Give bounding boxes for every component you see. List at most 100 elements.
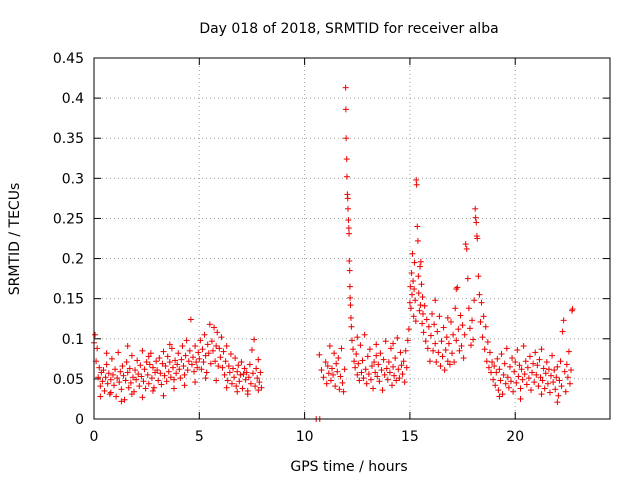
data-point — [474, 235, 481, 242]
data-point — [197, 337, 204, 344]
data-point — [196, 355, 203, 362]
data-point — [205, 350, 212, 357]
tick-labels: 0 0.05 0.1 0.15 0.2 0.25 0.3 0.35 0.4 0.45 0 5 10 15 2… — [53, 51, 524, 445]
data-point — [222, 358, 229, 365]
data-point — [429, 310, 436, 317]
data-point — [327, 377, 334, 384]
data-point — [116, 379, 123, 386]
data-point — [143, 359, 150, 366]
data-point — [252, 383, 259, 390]
data-point — [330, 371, 337, 378]
y-tick-label: 0.25 — [53, 211, 84, 227]
data-point — [128, 391, 135, 398]
data-point — [490, 376, 497, 383]
data-point — [233, 383, 240, 390]
data-point — [557, 358, 564, 365]
data-point — [348, 323, 355, 330]
data-point — [463, 245, 470, 252]
chart-title: Day 018 of 2018, SRMTID for receiver alb… — [199, 21, 498, 37]
data-point — [125, 384, 132, 391]
data-points — [91, 84, 576, 422]
data-point — [160, 392, 167, 399]
data-point — [417, 263, 424, 270]
data-point — [160, 348, 167, 355]
data-point — [350, 346, 357, 353]
data-point — [415, 273, 422, 280]
data-point — [247, 380, 254, 387]
x-tick-label: 15 — [401, 429, 419, 445]
data-point — [460, 355, 467, 362]
data-point — [438, 338, 445, 345]
data-point — [385, 359, 392, 366]
data-point — [94, 345, 101, 352]
data-point — [248, 347, 255, 354]
data-point — [124, 369, 131, 376]
data-point — [351, 358, 358, 365]
data-point — [254, 375, 261, 382]
data-point — [220, 348, 227, 355]
data-point — [548, 372, 555, 379]
data-point — [168, 345, 175, 352]
data-point — [347, 302, 354, 309]
data-point — [391, 372, 398, 379]
data-point — [414, 223, 421, 230]
data-point — [155, 377, 162, 384]
data-point — [538, 346, 545, 353]
data-point — [410, 313, 417, 320]
data-point — [256, 379, 263, 386]
data-point — [142, 385, 149, 392]
x-tick-label: 20 — [506, 429, 524, 445]
data-point — [381, 371, 388, 378]
data-point — [238, 359, 245, 366]
data-point — [161, 372, 168, 379]
data-point — [432, 297, 439, 304]
data-point — [394, 334, 401, 341]
data-point — [215, 363, 222, 370]
data-point — [102, 374, 109, 381]
data-point — [359, 357, 366, 364]
data-point — [186, 347, 193, 354]
data-point — [101, 387, 108, 394]
data-point — [462, 241, 469, 248]
data-point — [496, 366, 503, 373]
data-point — [466, 325, 473, 332]
data-point — [105, 370, 112, 377]
data-point — [400, 358, 407, 365]
data-point — [156, 355, 163, 362]
data-point — [192, 342, 199, 349]
data-point — [153, 358, 160, 365]
data-point — [144, 371, 151, 378]
data-point — [253, 365, 260, 372]
data-point — [103, 350, 110, 357]
data-point — [392, 355, 399, 362]
data-point — [126, 365, 133, 372]
data-point — [532, 349, 539, 356]
data-point — [412, 318, 419, 325]
data-point — [397, 349, 404, 356]
data-point — [370, 385, 377, 392]
data-point — [184, 367, 191, 374]
data-point — [234, 388, 241, 395]
data-point — [395, 366, 402, 373]
data-point — [542, 370, 549, 377]
data-point — [517, 385, 524, 392]
data-point — [175, 350, 182, 357]
data-point — [188, 361, 195, 368]
data-point — [347, 314, 354, 321]
data-point — [467, 342, 474, 349]
data-point — [445, 340, 452, 347]
data-point — [230, 365, 237, 372]
data-point — [316, 351, 323, 358]
data-point — [517, 395, 524, 402]
data-point — [357, 342, 364, 349]
data-point — [171, 376, 178, 383]
data-point — [134, 357, 141, 364]
data-point — [349, 337, 355, 344]
data-point — [127, 379, 134, 386]
data-point — [563, 361, 570, 368]
data-point — [531, 379, 538, 386]
data-point — [323, 380, 330, 387]
data-point — [336, 386, 343, 393]
data-point — [435, 349, 442, 356]
data-point — [242, 376, 249, 383]
